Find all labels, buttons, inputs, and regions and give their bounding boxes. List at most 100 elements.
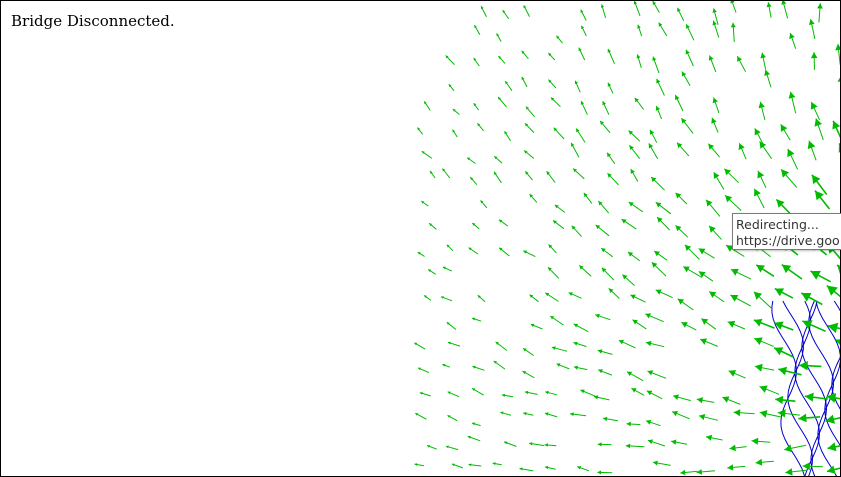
field-arrow: [787, 148, 799, 170]
field-arrow: [597, 349, 613, 355]
field-arrow: [728, 370, 746, 379]
field-arrow: [630, 168, 639, 182]
field-arrow: [598, 369, 613, 376]
field-arrow: [753, 188, 765, 209]
field-arrow: [521, 50, 529, 60]
field-arrow: [736, 55, 747, 73]
field-arrow: [733, 409, 755, 417]
field-arrow: [497, 96, 507, 108]
field-arrow: [808, 18, 816, 40]
field-arrow: [414, 463, 425, 467]
redirect-tooltip: Redirecting... https://drive.goo: [732, 213, 841, 250]
field-arrow: [501, 393, 514, 398]
field-arrow: [757, 170, 767, 189]
field-arrow: [632, 319, 647, 330]
field-arrow: [525, 106, 535, 118]
field-arrow: [799, 361, 822, 371]
field-arrow: [429, 170, 436, 179]
field-arrow: [724, 194, 742, 211]
field-arrow: [775, 198, 792, 215]
field-arrow: [647, 439, 666, 447]
flow-curve: [831, 300, 840, 410]
field-arrow: [682, 266, 703, 278]
field-arrow: [471, 222, 480, 230]
field-arrow: [597, 442, 612, 447]
field-arrow: [754, 337, 774, 347]
field-arrow: [835, 339, 840, 346]
field-arrow: [607, 172, 619, 186]
field-arrow: [601, 267, 615, 281]
field-arrow: [648, 143, 659, 159]
field-arrow: [569, 412, 587, 417]
field-arrow: [754, 363, 775, 372]
field-arrow: [633, 1, 641, 16]
field-arrow: [656, 216, 671, 231]
flow-curve: [815, 300, 840, 446]
field-arrow: [523, 412, 534, 416]
field-arrow: [524, 390, 538, 395]
field-arrow: [522, 370, 535, 379]
field-arrow: [451, 463, 464, 469]
field-arrow: [645, 419, 661, 427]
field-arrow: [599, 120, 611, 134]
field-arrow: [415, 412, 427, 420]
field-arrow: [755, 458, 774, 466]
field-arrow: [446, 244, 454, 252]
field-arrow: [722, 396, 741, 405]
field-arrow: [417, 367, 430, 374]
field-arrow: [545, 390, 558, 396]
field-arrow: [580, 25, 587, 37]
field-arrow: [529, 193, 538, 203]
field-arrow: [598, 200, 610, 214]
field-arrow: [446, 321, 457, 330]
field-arrow: [832, 120, 840, 139]
field-arrow: [503, 441, 517, 447]
field-arrow: [480, 200, 488, 209]
field-arrow: [500, 411, 512, 416]
field-arrow: [573, 323, 589, 333]
field-arrow: [766, 2, 772, 18]
field-arrow: [708, 225, 722, 240]
field-arrow: [493, 171, 502, 184]
field-arrow: [468, 247, 479, 255]
field-arrow: [607, 82, 614, 94]
field-arrow: [698, 248, 715, 259]
field-arrow: [774, 321, 794, 331]
field-arrow: [774, 287, 794, 299]
field-arrow: [471, 387, 484, 396]
field-arrow: [681, 71, 691, 86]
field-arrow: [658, 22, 668, 37]
field-arrow: [676, 142, 690, 157]
field-arrow: [625, 443, 645, 449]
field-arrow: [496, 33, 502, 42]
field-arrow: [445, 445, 459, 451]
field-arrow: [652, 56, 660, 74]
field-arrow: [447, 391, 460, 398]
field-arrow: [480, 5, 487, 18]
field-arrow: [836, 264, 840, 275]
field-arrow: [645, 313, 664, 323]
field-arrow: [789, 32, 797, 49]
field-arrow: [671, 439, 688, 445]
field-arrow: [580, 9, 587, 21]
field-arrow: [602, 100, 610, 115]
field-arrow: [781, 1, 789, 19]
field-arrow: [602, 416, 618, 422]
field-arrow: [629, 144, 641, 160]
field-arrow: [498, 247, 510, 257]
field-arrow: [753, 318, 775, 329]
field-arrow: [606, 152, 616, 165]
field-arrow: [671, 410, 690, 420]
field-arrow: [814, 118, 824, 141]
field-arrow: [472, 365, 485, 371]
field-arrow: [553, 127, 565, 140]
field-arrow: [730, 1, 737, 13]
field-arrow: [680, 469, 698, 476]
field-arrow: [421, 200, 429, 207]
field-arrow: [775, 395, 796, 405]
field-arrow: [708, 55, 717, 73]
field-arrow: [548, 52, 556, 61]
field-arrow: [595, 224, 610, 237]
field-arrow: [773, 347, 794, 358]
